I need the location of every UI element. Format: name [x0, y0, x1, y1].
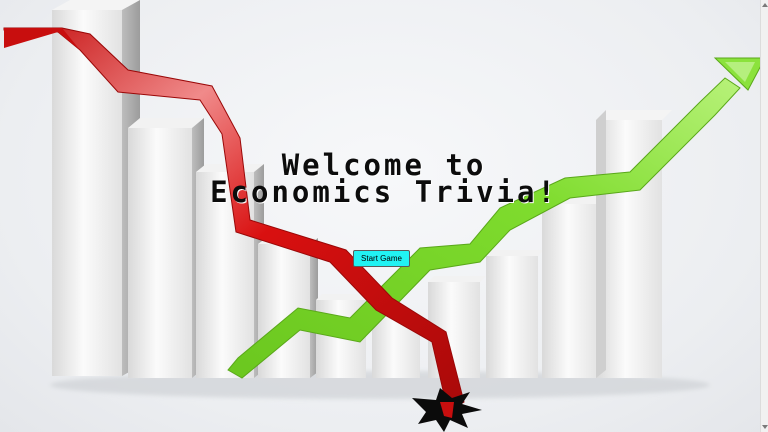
title-line-2: Economics Trivia! — [210, 175, 558, 209]
red-downward-trend-arrow — [3, 27, 465, 413]
title-line-1: Welcome to — [281, 148, 487, 182]
page-title: Welcome to Economics Trivia! — [0, 148, 768, 209]
vertical-scrollbar[interactable] — [760, 0, 768, 432]
scroll-up-icon[interactable] — [762, 3, 768, 7]
bar-chart-graphic — [52, 0, 672, 378]
crash-burst-icon — [412, 388, 482, 432]
scroll-down-icon[interactable] — [762, 425, 768, 429]
start-game-button[interactable]: Start Game — [353, 250, 410, 267]
